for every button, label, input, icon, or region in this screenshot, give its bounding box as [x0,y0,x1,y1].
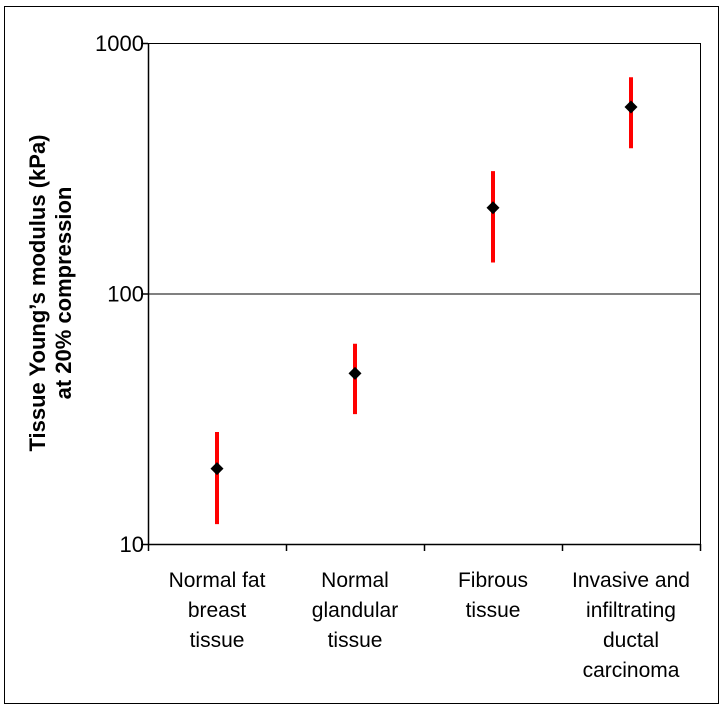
data-point-marker [624,100,638,114]
x-category-label-line: tissue [328,629,383,652]
x-category-label-line: tissue [466,599,521,622]
y-tick-label: 10 [120,532,144,557]
data-point-marker [210,462,224,476]
y-tick-label: 1000 [95,31,144,56]
y-axis-title: Tissue Young’s modulus (kPa)at 20% compr… [25,134,76,451]
x-category-label: Normal fat breast tissue [169,569,266,652]
x-category-label: Invasive and infiltrating ductal carcinoma [572,569,690,682]
y-axis-title-line: at 20% compression [51,187,76,400]
x-category-label-line: Normal fat [169,569,266,592]
x-category-label-line: Invasive and [572,569,690,592]
y-tick-label: 100 [107,282,144,307]
x-category-label: Fibrous tissue [458,569,528,622]
y-axis-title-line: Tissue Young’s modulus (kPa) [25,134,50,451]
figure-frame [4,6,719,704]
x-category-label-line: ductal [603,629,659,652]
data-point-marker [348,366,362,380]
x-category-label-line: glandular [312,599,398,622]
x-category-label-line: tissue [190,629,245,652]
x-category-label-line: breast [188,599,247,622]
x-category-label-line: Fibrous [458,569,528,592]
x-category-label-line: infiltrating [586,599,676,622]
x-category-label: Normal glandular tissue [312,569,398,652]
data-point-marker [486,201,500,215]
x-category-label-line: carcinoma [583,659,680,682]
plot-area: 10 100 1000 Normal fat breast tissue Normal gla… [25,31,702,682]
x-category-label-line: Normal [321,569,389,592]
